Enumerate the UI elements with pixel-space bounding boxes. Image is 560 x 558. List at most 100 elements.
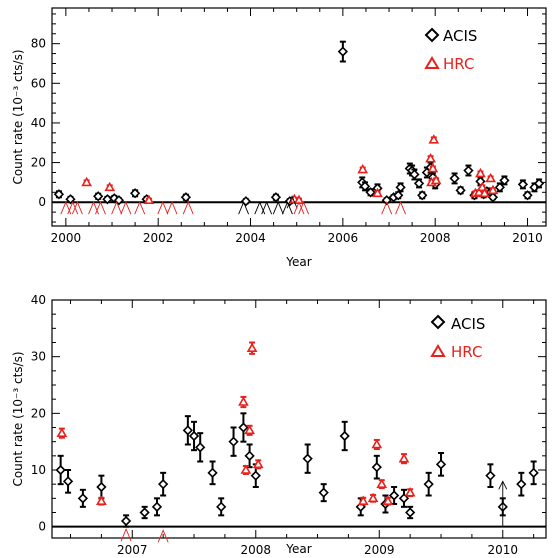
legend-acis-label: ACIS: [451, 315, 485, 333]
upper-limit-marker: [60, 201, 72, 215]
tick-group-bottom: 2007 2008 2009 2010 0 10 20 30 40: [31, 293, 546, 557]
acis-data-point: [93, 191, 104, 202]
y-tick-label: 40: [31, 293, 46, 307]
acis-data-point: [381, 195, 392, 206]
x-tick-label: 2008: [420, 231, 451, 245]
acis-data-point: [195, 442, 206, 453]
acis-data-point: [398, 493, 410, 504]
acis-data-point: [77, 493, 89, 504]
hrc-data-point: [246, 342, 258, 352]
marks-bottom: [55, 341, 539, 543]
acis-data-point: [463, 165, 474, 176]
hrc-data-point: [425, 153, 436, 163]
acis-data-point: [455, 185, 466, 196]
upper-limit-marker: [157, 529, 169, 543]
upper-limit-marker: [120, 201, 132, 215]
acis-data-point: [409, 169, 420, 180]
hrc-data-point: [430, 174, 442, 185]
acis-data-point: [449, 173, 460, 184]
acis-data-point: [270, 192, 282, 203]
y-axis-label-top: Count rate (10⁻³ cts/s): [11, 49, 25, 184]
y-tick-label: 0: [38, 520, 46, 534]
y-tick-label: 60: [31, 76, 46, 90]
acis-data-point: [487, 192, 499, 203]
acis-data-point: [371, 462, 382, 473]
hrc-data-point: [96, 495, 107, 505]
legend-hrc-label: HRC: [451, 343, 482, 361]
upper-limit-marker: [286, 195, 298, 209]
acis-data-point: [129, 188, 141, 199]
x-axis-label-bottom: Year: [285, 542, 311, 556]
acis-data-point: [244, 450, 255, 461]
acis-data-point: [528, 467, 539, 478]
acis-data-point: [533, 178, 545, 189]
hrc-data-point: [240, 464, 252, 474]
upper-limit-marker: [182, 201, 194, 215]
limit-arrow-head-icon: [498, 480, 508, 490]
hrc-data-point: [382, 495, 394, 505]
tick-group-top: 2000 2002 2004 2006 2008 2010 0 20 40 60 80: [31, 8, 546, 245]
upper-limit-marker: [166, 201, 178, 215]
upper-limit-marker: [111, 201, 123, 215]
upper-limit-marker: [395, 201, 406, 215]
acis-data-point: [337, 46, 348, 57]
hrc-data-point: [371, 438, 383, 449]
acis-data-point: [62, 476, 74, 487]
x-tick-label: 2000: [51, 231, 82, 245]
acis-data-point: [216, 501, 227, 512]
acis-data-point: [180, 192, 192, 203]
y-tick-label: 40: [31, 116, 46, 130]
hrc-data-point: [475, 167, 486, 178]
x-tick-label: 2008: [241, 543, 272, 557]
marks-top: [53, 40, 545, 215]
x-tick-label: 2004: [235, 231, 266, 245]
legend-hrc-label: HRC: [443, 55, 474, 73]
acis-data-point: [405, 507, 416, 518]
x-tick-label: 2010: [512, 231, 543, 245]
x-axis-label-top: Year: [285, 255, 311, 269]
acis-data-point: [302, 453, 313, 464]
y-tick-label: 0: [38, 195, 46, 209]
acis-data-point: [485, 470, 496, 481]
x-tick-label: 2010: [488, 543, 519, 557]
x-tick-label: 2002: [143, 231, 174, 245]
upper-limit-marker: [71, 201, 83, 215]
upper-limit-marker: [272, 201, 284, 215]
upper-limit-marker: [261, 201, 273, 215]
acis-data-point: [120, 515, 132, 527]
acis-data-point: [250, 470, 261, 481]
acis-data-point: [228, 436, 239, 447]
upper-limit-marker: [298, 201, 310, 215]
hrc-data-point: [252, 458, 264, 469]
upper-limit-marker: [238, 201, 250, 215]
acis-data-point: [318, 487, 329, 498]
legend-top: ACIS HRC: [424, 27, 477, 73]
y-tick-label: 20: [31, 156, 46, 170]
hrc-data-point: [56, 427, 68, 437]
acis-data-point: [188, 430, 200, 442]
acis-data-point: [207, 467, 218, 478]
hrc-data-point: [404, 487, 416, 497]
legend-hrc-triangle-icon: [424, 56, 440, 69]
acis-data-point: [65, 194, 76, 205]
hrc-data-point: [376, 478, 388, 488]
acis-data-point: [522, 190, 533, 201]
acis-data-point: [339, 430, 350, 442]
upper-limit-marker: [134, 201, 146, 215]
acis-data-point: [417, 190, 428, 201]
acis-data-point: [151, 501, 163, 512]
x-tick-label: 2006: [328, 231, 359, 245]
y-tick-label: 10: [31, 463, 46, 477]
plot-frame-bottom: [51, 299, 547, 539]
hrc-data-point: [367, 492, 379, 503]
legend-acis-label: ACIS: [443, 27, 477, 45]
acis-data-point: [182, 425, 193, 436]
acis-data-point: [359, 181, 371, 192]
upper-limit-marker: [88, 201, 99, 215]
hrc-data-point: [244, 424, 255, 435]
legend-acis-diamond-icon: [430, 314, 446, 330]
chart-top-panel: 2000 2002 2004 2006 2008 2010 0 20 40 60 80 Year C…: [11, 7, 547, 269]
hrc-data-point: [487, 184, 499, 195]
hrc-data-point: [428, 134, 440, 144]
